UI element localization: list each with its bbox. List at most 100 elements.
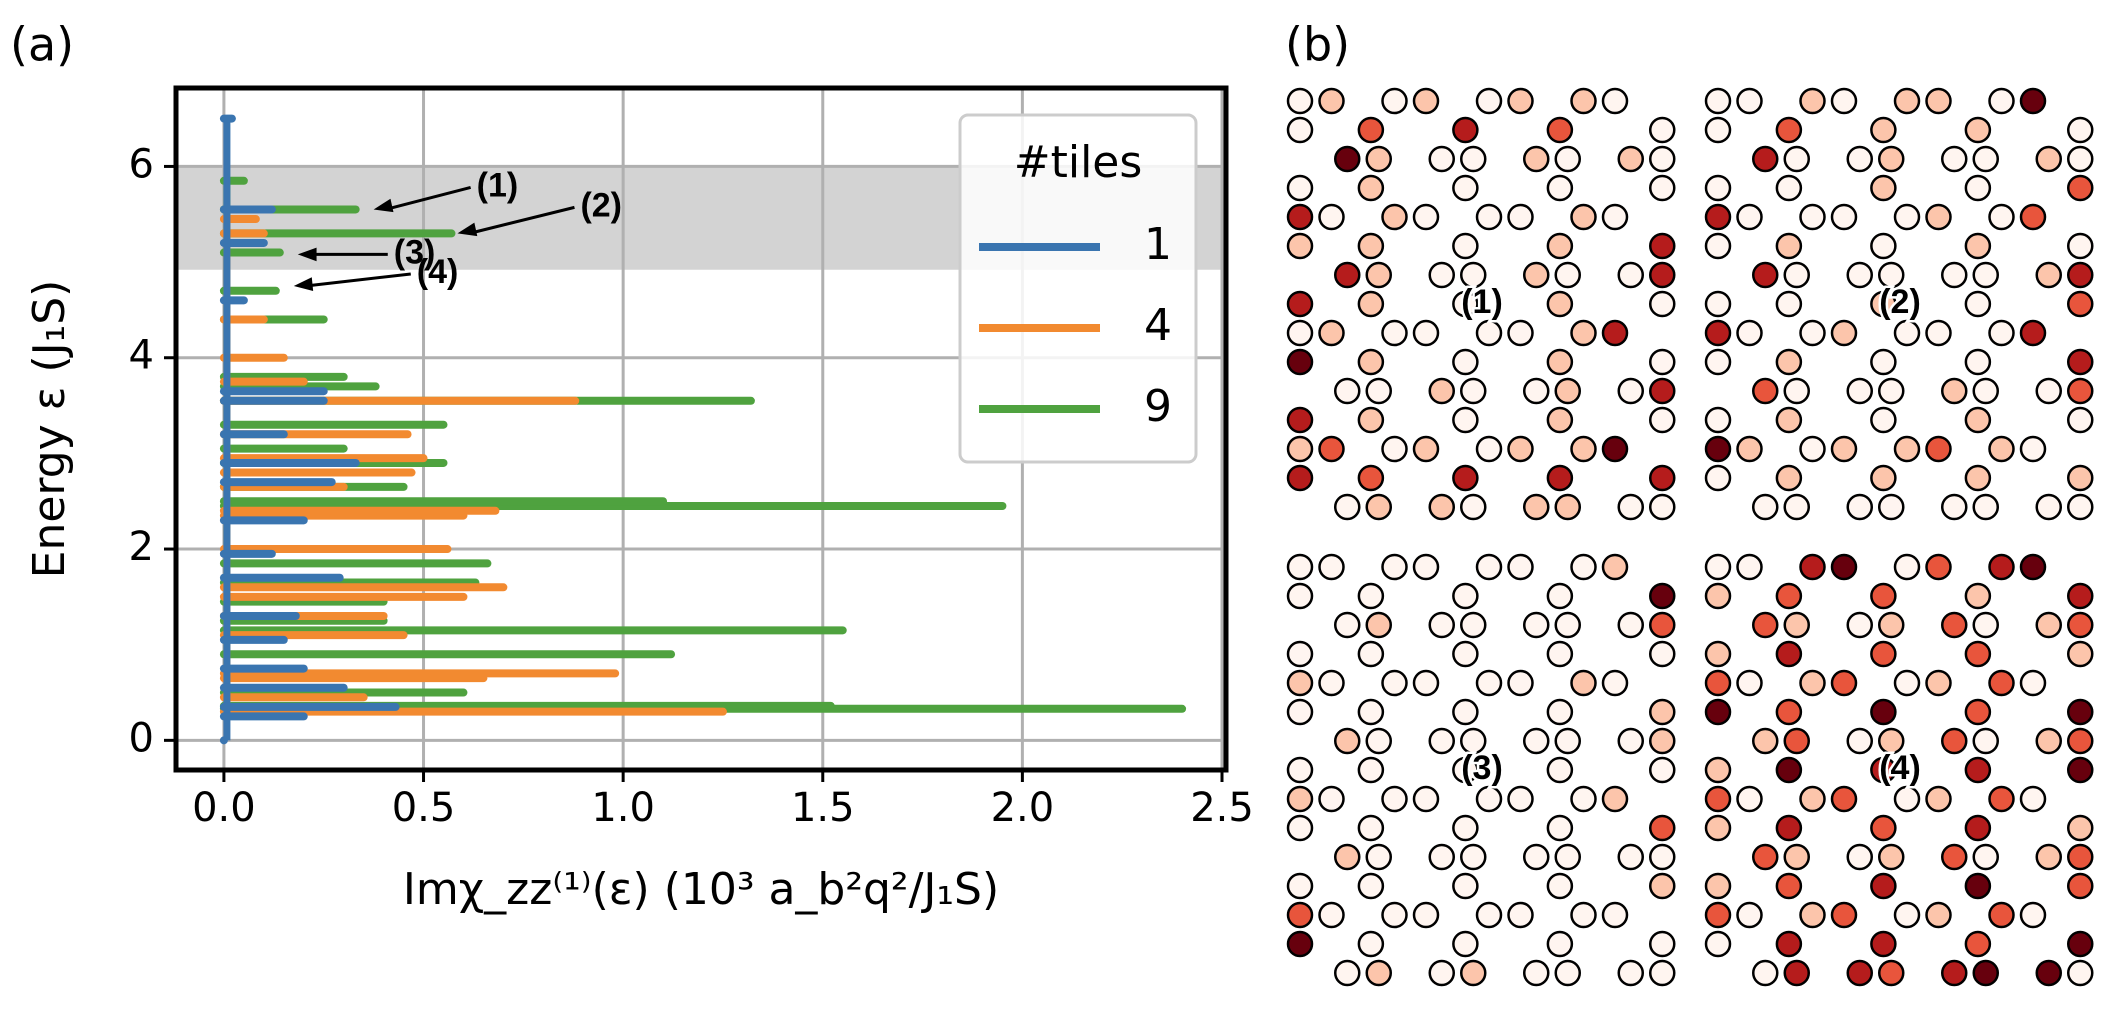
site — [1830, 669, 1858, 697]
site — [1357, 814, 1385, 842]
site — [1799, 203, 1826, 231]
site — [1546, 406, 1574, 434]
x-axis-label: Imχ_zz⁽¹⁾(ε) (10³ a_b²q²/J₁S) — [403, 864, 999, 915]
site — [1546, 582, 1574, 610]
y-tick-label: 2 — [129, 524, 154, 570]
site — [1554, 261, 1581, 289]
site — [1736, 203, 1763, 231]
site — [1570, 669, 1597, 697]
site — [1428, 261, 1455, 289]
site — [1704, 174, 1732, 202]
site — [1318, 435, 1345, 463]
site — [1830, 319, 1858, 347]
site — [1286, 930, 1314, 958]
site — [1523, 843, 1550, 871]
site — [1357, 290, 1385, 318]
site — [1507, 669, 1534, 697]
site — [1846, 727, 1873, 755]
site — [2019, 87, 2047, 115]
site — [2067, 145, 2094, 173]
site — [1799, 901, 1826, 929]
lattice-label: (2) — [1879, 283, 1921, 321]
site — [1783, 959, 1810, 987]
site — [1365, 959, 1392, 987]
site — [1381, 435, 1408, 463]
site — [1964, 872, 1992, 900]
site — [1964, 814, 1992, 842]
site — [1988, 319, 2015, 347]
site — [1830, 87, 1858, 115]
site — [2067, 959, 2094, 987]
site — [1286, 406, 1314, 434]
site — [1704, 435, 1732, 463]
site — [2019, 901, 2047, 929]
site — [1546, 174, 1574, 202]
site — [1704, 203, 1732, 231]
annotation-arrow — [385, 186, 472, 211]
site — [1381, 203, 1408, 231]
site — [1286, 87, 1314, 115]
site — [1601, 319, 1629, 347]
site — [1428, 611, 1455, 639]
site — [1460, 727, 1487, 755]
site — [1570, 203, 1597, 231]
site — [1428, 377, 1455, 405]
site — [1783, 611, 1810, 639]
site — [1475, 435, 1503, 463]
site — [2019, 785, 2047, 813]
site — [1736, 553, 1763, 581]
site — [1649, 582, 1676, 610]
site — [1318, 87, 1345, 115]
site — [1452, 464, 1479, 492]
site — [1846, 843, 1873, 871]
site — [1752, 493, 1779, 521]
site — [1941, 727, 1968, 755]
site — [1546, 930, 1574, 958]
y-axis-label: Energy ε (J₁S) — [24, 280, 75, 579]
site — [2035, 843, 2062, 871]
site — [2067, 290, 2094, 318]
site — [1365, 145, 1392, 173]
site — [1972, 843, 1999, 871]
site — [1704, 814, 1732, 842]
site — [2035, 727, 2062, 755]
site — [1475, 553, 1503, 581]
site — [1736, 669, 1763, 697]
site — [1783, 727, 1810, 755]
site — [1452, 174, 1479, 202]
site — [2019, 669, 2047, 697]
site — [2067, 611, 2094, 639]
site — [1617, 493, 1644, 521]
site — [1412, 669, 1440, 697]
site — [1752, 145, 1779, 173]
site — [1964, 116, 1992, 144]
site — [1412, 785, 1440, 813]
site — [1357, 116, 1385, 144]
site — [1964, 698, 1992, 726]
site — [2067, 348, 2094, 376]
site — [1893, 87, 1921, 115]
site — [1775, 116, 1803, 144]
x-tick-label: 0.5 — [392, 785, 456, 831]
site — [1412, 319, 1440, 347]
site — [1601, 669, 1629, 697]
site — [1775, 406, 1803, 434]
site — [1941, 611, 1968, 639]
site — [1357, 930, 1385, 958]
site — [1523, 493, 1550, 521]
site — [1546, 814, 1574, 842]
lattice-label: (4) — [1879, 749, 1921, 787]
site — [1964, 930, 1992, 958]
site — [2067, 232, 2094, 260]
site — [1428, 843, 1455, 871]
site — [1452, 930, 1479, 958]
site — [1893, 319, 1921, 347]
site — [1475, 319, 1503, 347]
site — [1507, 901, 1534, 929]
site — [1649, 493, 1676, 521]
site — [1893, 669, 1921, 697]
site — [1601, 435, 1629, 463]
site — [1546, 232, 1574, 260]
site — [1649, 698, 1676, 726]
site — [1925, 203, 1952, 231]
